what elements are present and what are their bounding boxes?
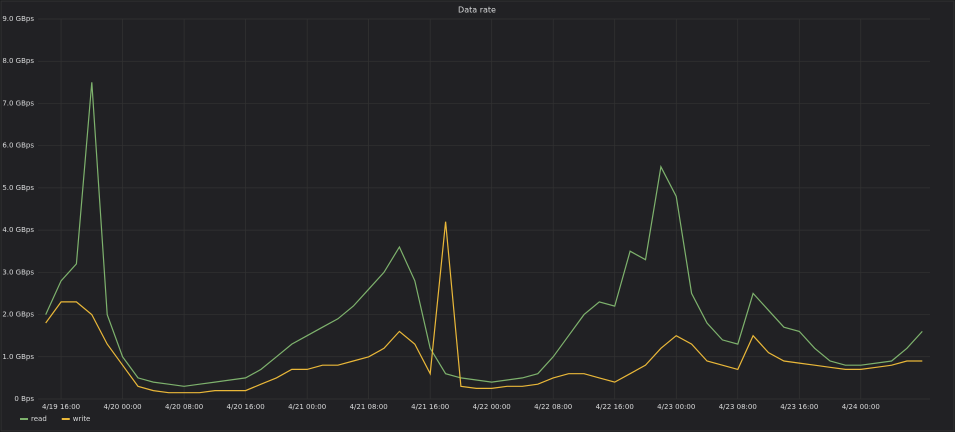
y-tick-label: 2.0 GBps bbox=[2, 311, 34, 319]
series-line bbox=[45, 82, 923, 387]
y-tick-label: 1.0 GBps bbox=[2, 353, 34, 361]
x-tick-label: 4/21 08:00 bbox=[350, 403, 388, 411]
x-tick-label: 4/19 16:00 bbox=[42, 403, 80, 411]
x-tick-label: 4/23 16:00 bbox=[780, 403, 818, 411]
x-tick-label: 4/23 00:00 bbox=[657, 403, 695, 411]
chart-title: Data rate bbox=[458, 6, 496, 15]
x-tick-label: 4/21 16:00 bbox=[411, 403, 449, 411]
y-tick-label: 7.0 GBps bbox=[2, 99, 34, 107]
legend-label: read bbox=[31, 415, 47, 423]
y-tick-label: 4.0 GBps bbox=[2, 226, 34, 234]
y-tick-label: 0 Bps bbox=[14, 395, 34, 403]
y-tick-label: 8.0 GBps bbox=[2, 57, 34, 65]
x-tick-label: 4/23 08:00 bbox=[719, 403, 757, 411]
legend-label: write bbox=[73, 415, 91, 423]
y-tick-label: 9.0 GBps bbox=[2, 15, 34, 23]
x-tick-label: 4/24 00:00 bbox=[842, 403, 880, 411]
x-tick-label: 4/22 00:00 bbox=[473, 403, 511, 411]
series-line bbox=[45, 221, 923, 394]
x-tick-label: 4/20 16:00 bbox=[227, 403, 265, 411]
y-tick-label: 6.0 GBps bbox=[2, 142, 34, 150]
x-tick-label: 4/20 08:00 bbox=[165, 403, 203, 411]
x-tick-label: 4/22 08:00 bbox=[534, 403, 572, 411]
x-tick-label: 4/22 16:00 bbox=[596, 403, 634, 411]
x-tick-label: 4/21 00:00 bbox=[288, 403, 326, 411]
x-tick-label: 4/20 00:00 bbox=[104, 403, 142, 411]
y-tick-label: 5.0 GBps bbox=[2, 184, 34, 192]
y-tick-label: 3.0 GBps bbox=[2, 268, 34, 276]
